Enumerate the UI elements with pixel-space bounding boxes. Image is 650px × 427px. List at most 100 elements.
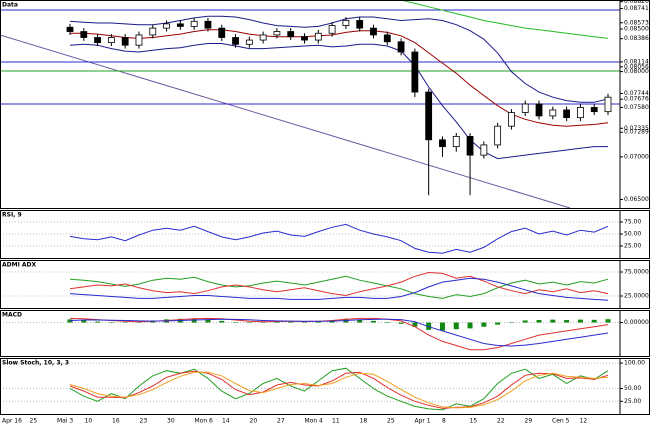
histogram-bar <box>495 322 501 325</box>
y-tick-label: 25.00 <box>624 398 641 405</box>
x-tick-label: 11 <box>332 418 340 425</box>
pane <box>0 221 620 254</box>
y-tick-label: 0.08386 <box>624 35 649 42</box>
x-tick-label: Mai 3 <box>57 418 73 425</box>
candle-body <box>190 20 198 27</box>
histogram-bar <box>136 322 142 323</box>
histogram-bar <box>481 322 487 327</box>
candle-body <box>356 20 364 29</box>
candle-body <box>135 34 143 46</box>
histogram-bar <box>536 320 542 323</box>
candle-body <box>549 109 557 117</box>
candle-body <box>80 31 88 38</box>
y-tick-label: 0.06500 <box>624 196 649 203</box>
x-tick-label: Apr 16 <box>2 418 22 425</box>
y-tick-label: 0.08573 <box>624 19 649 26</box>
candle-body <box>397 41 405 53</box>
candle-body <box>176 23 184 27</box>
y-tick-label: 0.08820 <box>624 0 649 5</box>
y-tick-label: 75.00 <box>624 219 641 226</box>
x-tick-label: 27 <box>277 418 285 425</box>
y-tick-label: 0.08741 <box>624 5 649 12</box>
candle-body <box>452 135 460 148</box>
pane-title: MACD <box>2 312 22 319</box>
y-tick-label: 0.07289 <box>624 129 649 136</box>
candle-body <box>66 26 74 32</box>
x-tick-label: 16 <box>112 418 120 425</box>
candle-body <box>342 20 350 26</box>
y-tick-label: 0.08114 <box>624 58 649 65</box>
y-tick-label: 0.08500 <box>624 25 649 32</box>
histogram-bar <box>67 319 73 323</box>
candle-body <box>107 37 115 44</box>
histogram-bar <box>453 322 459 330</box>
candle-body <box>94 37 101 44</box>
candle-body <box>439 139 446 148</box>
candle-body <box>287 31 295 38</box>
histogram-bar <box>550 319 556 323</box>
x-tick-label: Apr 1 <box>415 418 431 425</box>
histogram-bar <box>108 322 114 323</box>
histogram-bar <box>591 319 597 323</box>
candle-body <box>370 27 377 36</box>
histogram-bar <box>522 320 528 323</box>
histogram-bar <box>357 319 363 323</box>
y-tick-label: 50.00 <box>624 385 641 392</box>
x-tick-label: 30 <box>167 418 175 425</box>
y-tick-label: 0.00000 <box>624 319 649 326</box>
x-tick-label: 15 <box>470 418 478 425</box>
histogram-bar <box>508 322 514 324</box>
histogram-bar <box>233 322 239 323</box>
pane-title: Slow Stoch, 10, 3, 3 <box>2 360 69 367</box>
x-tick-label: 18 <box>360 418 368 425</box>
x-tick-label: Mon 6 <box>195 418 214 425</box>
pane <box>0 362 620 411</box>
line <box>69 370 609 409</box>
candle-body <box>232 37 239 45</box>
line <box>69 277 609 301</box>
candle-body <box>604 96 612 113</box>
candle-body <box>563 109 571 119</box>
x-tick-label: 10 <box>85 418 93 425</box>
candle-body <box>508 112 515 127</box>
line <box>69 367 609 411</box>
pane-title: ADMI ADX <box>2 262 37 269</box>
x-tick-label: 25 <box>387 418 395 425</box>
line <box>69 43 608 160</box>
y-tick-label: 0.07580 <box>624 104 649 111</box>
line <box>69 271 609 297</box>
candle-body <box>245 39 253 45</box>
pane-title: RSI, 9 <box>2 212 22 219</box>
line <box>69 371 609 409</box>
y-tick-label: 100.00 <box>624 360 645 367</box>
histogram-bar <box>412 322 418 327</box>
trend-line <box>0 34 571 209</box>
candle-body <box>480 144 488 156</box>
pane-title: Data <box>2 2 18 9</box>
line <box>69 15 609 103</box>
line <box>69 223 609 254</box>
x-tick-label: Cen 5 <box>552 418 570 425</box>
y-tick-label: 25.00000 <box>624 293 650 300</box>
y-tick-label: 0.07676 <box>624 96 649 103</box>
histogram-bar <box>122 322 128 324</box>
histogram-bar <box>370 320 376 323</box>
x-tick-label: 23 <box>140 418 148 425</box>
histogram-bar <box>219 320 225 323</box>
candle-body <box>149 27 157 36</box>
x-tick-label: 25 <box>30 418 38 425</box>
candle-body <box>494 125 502 146</box>
histogram-bar <box>384 322 390 323</box>
histogram-bar <box>302 322 308 323</box>
histogram-bar <box>439 322 445 331</box>
x-tick-label: 22 <box>497 418 505 425</box>
candle-body <box>204 20 212 29</box>
line <box>69 318 609 347</box>
pane <box>0 317 620 351</box>
histogram-bar <box>288 321 294 323</box>
y-tick-label: 25.00 <box>624 243 641 250</box>
line <box>69 275 609 299</box>
line <box>70 29 609 127</box>
histogram-bar <box>315 321 321 323</box>
candle-body <box>301 36 308 41</box>
